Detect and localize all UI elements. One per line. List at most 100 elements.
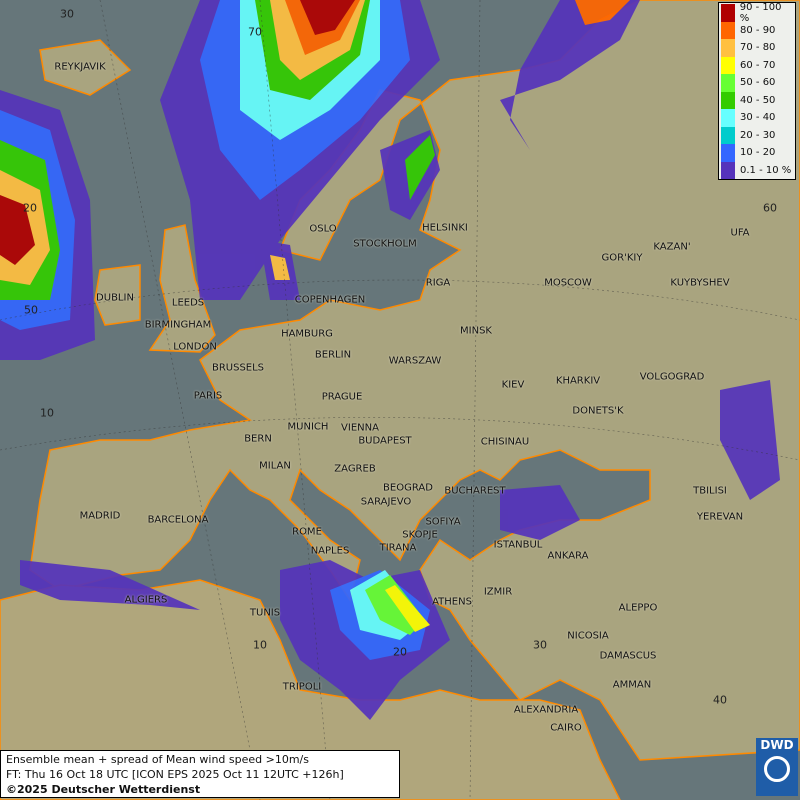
legend-swatch xyxy=(721,109,735,127)
city-label: GOR'KIY xyxy=(601,252,643,264)
city-label: MINSK xyxy=(460,325,492,337)
city-label: KUYBYSHEV xyxy=(670,277,730,289)
city-label: KHARKIV xyxy=(555,375,601,387)
city-label: DAMASCUS xyxy=(599,650,657,662)
city-label: LONDON xyxy=(173,341,217,353)
grid-label: 30 xyxy=(533,638,547,652)
city-label: ZAGREB xyxy=(334,463,376,475)
legend-item: 20 - 30 xyxy=(721,126,793,144)
legend-label: 70 - 80 xyxy=(740,42,776,54)
forecast-time: FT: Thu 16 Oct 18 UTC [ICON EPS 2025 Oct… xyxy=(6,768,344,781)
dwd-logo: DWD xyxy=(756,738,798,796)
city-label: CHISINAU xyxy=(480,436,530,448)
city-label: SOFIYA xyxy=(425,516,461,528)
legend-swatch xyxy=(721,4,735,22)
city-label: WARSZAW xyxy=(388,355,442,367)
legend-swatch xyxy=(721,161,735,179)
city-label: ATHENS xyxy=(432,596,472,608)
legend-label: 90 - 100 % xyxy=(739,1,782,24)
city-label: BERN xyxy=(244,433,272,445)
city-label: MUNICH xyxy=(287,421,329,433)
city-label: BARCELONA xyxy=(147,514,209,526)
grid-label: 20 xyxy=(393,645,407,659)
land-ireland xyxy=(94,264,141,326)
city-label: BIRMINGHAM xyxy=(144,319,212,331)
legend-label: 50 - 60 xyxy=(740,77,776,89)
city-label: PARIS xyxy=(193,390,223,402)
legend-item: 0.1 - 10 % xyxy=(721,161,793,179)
legend-swatch xyxy=(721,21,735,39)
city-label: ALEPPO xyxy=(618,602,658,614)
grid-label: 20 xyxy=(23,201,37,215)
city-label: TIRANA xyxy=(379,542,417,554)
info-box: Ensemble mean + spread of Mean wind spee… xyxy=(0,750,400,798)
legend-swatch xyxy=(721,126,735,144)
legend-label: 10 - 20 xyxy=(740,147,776,159)
legend-label: 0.1 - 10 % xyxy=(740,164,792,176)
city-label: HELSINKI xyxy=(422,222,468,234)
legend-label: 60 - 70 xyxy=(740,59,776,71)
legend-item: 50 - 60 xyxy=(721,74,793,92)
city-label: VIENNA xyxy=(341,422,379,434)
city-label: ROME xyxy=(292,526,322,538)
legend-swatch xyxy=(721,144,735,162)
city-label: CAIRO xyxy=(550,722,582,734)
legend: 90 - 100 % 80 - 90 70 - 80 60 - 70 50 - 60 40… xyxy=(718,2,796,180)
grid-label: 60 xyxy=(763,201,777,215)
city-label: TRIPOLI xyxy=(282,681,322,693)
city-label: REYKJAVIK xyxy=(54,61,106,73)
legend-label: 40 - 50 xyxy=(740,94,776,106)
legend-item: 90 - 100 % xyxy=(721,1,793,24)
city-label: TBILISI xyxy=(693,485,727,497)
city-label: DONETS'K xyxy=(572,405,624,417)
city-label: ISTANBUL xyxy=(493,539,543,551)
city-label: KAZAN' xyxy=(653,241,691,253)
land-eurasia xyxy=(29,0,800,761)
legend-swatch xyxy=(721,56,735,74)
city-label: STOCKHOLM xyxy=(353,238,417,250)
city-label: SARAJEVO xyxy=(360,496,412,508)
legend-item: 80 - 90 xyxy=(721,21,793,39)
legend-label: 20 - 30 xyxy=(740,129,776,141)
city-label: RIGA xyxy=(425,277,451,289)
land-africa xyxy=(0,579,621,800)
grid-label: 40 xyxy=(713,693,727,707)
legend-label: 80 - 90 xyxy=(740,24,776,36)
legend-item: 10 - 20 xyxy=(721,144,793,162)
city-label: IZMIR xyxy=(483,586,513,598)
legend-swatch xyxy=(721,91,735,109)
city-label: ALGIERS xyxy=(124,594,168,606)
city-label: DUBLIN xyxy=(96,292,134,304)
grid-label: 10 xyxy=(253,638,267,652)
dwd-logo-text: DWD xyxy=(760,738,794,752)
grid-label: 50 xyxy=(24,303,38,317)
city-label: NAPLES xyxy=(310,545,350,557)
city-label: COPENHAGEN xyxy=(294,294,366,306)
city-label: MADRID xyxy=(79,510,121,522)
grid-label: 70 xyxy=(248,25,262,39)
city-label: LEEDS xyxy=(171,297,205,309)
city-label: YEREVAN xyxy=(696,511,744,523)
legend-item: 60 - 70 xyxy=(721,56,793,74)
city-label: UFA xyxy=(730,227,750,239)
land-iceland xyxy=(39,39,132,96)
grid-label: 30 xyxy=(60,7,74,21)
legend-item: 40 - 50 xyxy=(721,91,793,109)
legend-item: 30 - 40 xyxy=(721,109,793,127)
city-label: BUCHAREST xyxy=(444,485,506,497)
city-label: AMMAN xyxy=(612,679,652,691)
city-label: MOSCOW xyxy=(544,277,592,289)
city-label: ALEXANDRIA xyxy=(513,704,579,716)
land-britain xyxy=(148,224,216,353)
legend-label: 30 - 40 xyxy=(740,112,776,124)
city-label: NICOSIA xyxy=(567,630,609,642)
city-label: ANKARA xyxy=(547,550,589,562)
grid-label: 10 xyxy=(40,406,54,420)
swirl-icon xyxy=(764,756,790,782)
city-label: OSLO xyxy=(309,223,337,235)
city-label: BRUSSELS xyxy=(211,362,265,374)
city-label: KIEV xyxy=(501,379,525,391)
city-label: PRAGUE xyxy=(321,391,363,403)
